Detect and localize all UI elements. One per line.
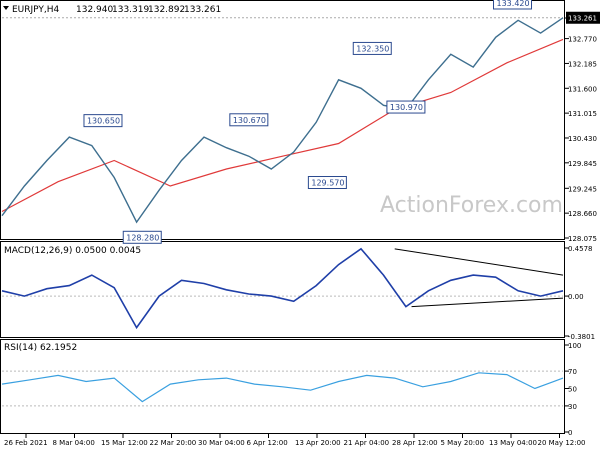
price-annotation-box: [493, 0, 533, 10]
x-tick-label: 15 Mar 12:00: [101, 439, 148, 447]
y-tick-label: 50: [568, 386, 577, 394]
price-annotation-box: [229, 113, 269, 127]
rsi-title: RSI(14) 62.1952: [4, 343, 77, 353]
y-tick-label: 0.4578: [568, 245, 593, 253]
price-layer: 133.255132.770132.185131.600131.015130.4…: [1, 0, 600, 244]
x-tick-label: 5 May 20:00: [441, 439, 485, 447]
price-annotation-box: [352, 41, 392, 55]
y-tick-label: 131.015: [568, 110, 597, 118]
price-annotation-box: [307, 176, 347, 190]
y-tick-label: 132.185: [568, 60, 597, 68]
x-tick-label: 26 Feb 2021: [4, 439, 48, 447]
x-tick-label: 13 May 04:00: [489, 439, 537, 447]
price-title: EURJPY,H4: [12, 5, 60, 15]
price-low: 132.892: [148, 5, 185, 15]
ma-line: [1, 38, 564, 213]
watermark: ActionForex.com: [380, 193, 563, 218]
current-price-label: 133.261: [568, 15, 597, 23]
x-tick-label: 6 Apr 12:00: [247, 439, 288, 447]
macd-line: [1, 247, 564, 330]
x-tick-label: 21 Apr 04:00: [344, 439, 390, 447]
price-annotation: 132.350: [356, 44, 389, 53]
rsi-line: [1, 372, 564, 403]
x-axis: 26 Feb 2021 8 Mar 04:00 15 Mar 12:00 22 Mar…: [4, 434, 586, 447]
price-annotation: 130.970: [390, 103, 423, 112]
macd-layer: 0.4578 0.00 -0.3801: [1, 245, 595, 341]
y-tick-label: 130.430: [568, 135, 597, 143]
current-price-box: [566, 11, 600, 24]
y-tick-label: 0.00: [568, 293, 584, 301]
x-tick-label: 20 May 12:00: [538, 439, 586, 447]
price-annotation-box: [386, 100, 426, 114]
price-annotation: 129.570: [311, 179, 344, 188]
price-annotation-box: [122, 230, 162, 244]
y-tick-label: 128.075: [568, 235, 597, 243]
macd-panel-frame: [0, 241, 565, 338]
price-annotation-box: [83, 114, 123, 128]
y-tick-label: 30: [568, 403, 577, 411]
x-tick-label: 13 Apr 20:00: [295, 439, 341, 447]
dropdown-icon[interactable]: [3, 6, 9, 10]
y-tick-label: 0: [568, 429, 572, 437]
y-tick-label: 132.770: [568, 36, 597, 44]
price-annotation: 128.280: [126, 233, 159, 242]
y-tick-label: 131.600: [568, 85, 597, 93]
price-annotation: 130.650: [87, 117, 120, 126]
price-annotation: 130.670: [233, 116, 266, 125]
price-annotation: 133.420: [497, 0, 530, 8]
y-tick-label: -0.3801: [568, 333, 595, 341]
rsi-layer: 100 70 50 30 0: [1, 342, 581, 437]
y-tick-label: 129.845: [568, 160, 597, 168]
price-open: 132.940: [76, 5, 113, 15]
x-tick-label: 28 Apr 12:00: [392, 439, 438, 447]
y-tick-label: 128.660: [568, 210, 597, 218]
y-tick-label: 70: [568, 368, 577, 376]
price-close: 133.261: [184, 5, 221, 15]
y-tick-label: 129.245: [568, 185, 597, 193]
macd-title: MACD(12,26,9) 0.0500 0.0045: [4, 246, 141, 256]
x-tick-label: 8 Mar 04:00: [53, 439, 95, 447]
macd-trendline: [411, 297, 564, 308]
x-tick-label: 22 Mar 20:00: [150, 439, 197, 447]
price-high: 133.319: [112, 5, 149, 15]
macd-trendline: [394, 248, 564, 276]
price-line: [1, 17, 564, 224]
y-tick-label: 100: [568, 342, 581, 350]
x-tick-label: 30 Mar 04:00: [198, 439, 245, 447]
